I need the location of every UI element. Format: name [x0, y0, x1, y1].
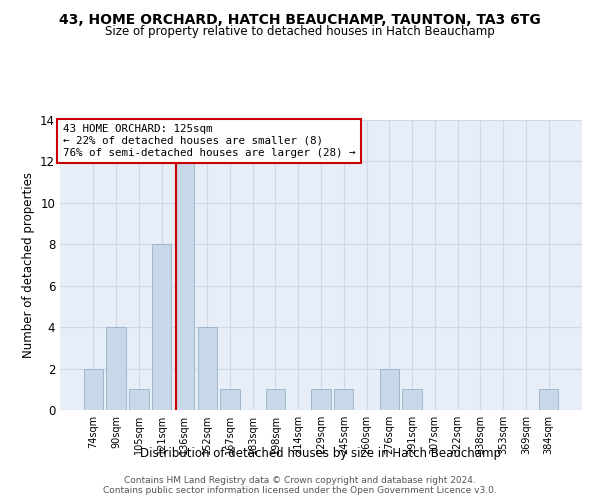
Bar — [539, 390, 558, 410]
Bar — [152, 244, 172, 410]
Y-axis label: Number of detached properties: Number of detached properties — [22, 172, 35, 358]
Text: Contains HM Land Registry data © Crown copyright and database right 2024.: Contains HM Land Registry data © Crown c… — [124, 476, 476, 485]
Text: Distribution of detached houses by size in Hatch Beauchamp: Distribution of detached houses by size … — [140, 448, 502, 460]
Text: 43 HOME ORCHARD: 125sqm
← 22% of detached houses are smaller (8)
76% of semi-det: 43 HOME ORCHARD: 125sqm ← 22% of detache… — [62, 124, 355, 158]
Bar — [380, 368, 399, 410]
Bar — [311, 390, 331, 410]
Bar — [334, 390, 353, 410]
Bar — [84, 368, 103, 410]
Text: Size of property relative to detached houses in Hatch Beauchamp: Size of property relative to detached ho… — [105, 25, 495, 38]
Bar — [403, 390, 422, 410]
Bar — [175, 162, 194, 410]
Text: 43, HOME ORCHARD, HATCH BEAUCHAMP, TAUNTON, TA3 6TG: 43, HOME ORCHARD, HATCH BEAUCHAMP, TAUNT… — [59, 12, 541, 26]
Bar — [106, 327, 126, 410]
Text: Contains public sector information licensed under the Open Government Licence v3: Contains public sector information licen… — [103, 486, 497, 495]
Bar — [129, 390, 149, 410]
Bar — [197, 327, 217, 410]
Bar — [220, 390, 239, 410]
Bar — [266, 390, 285, 410]
